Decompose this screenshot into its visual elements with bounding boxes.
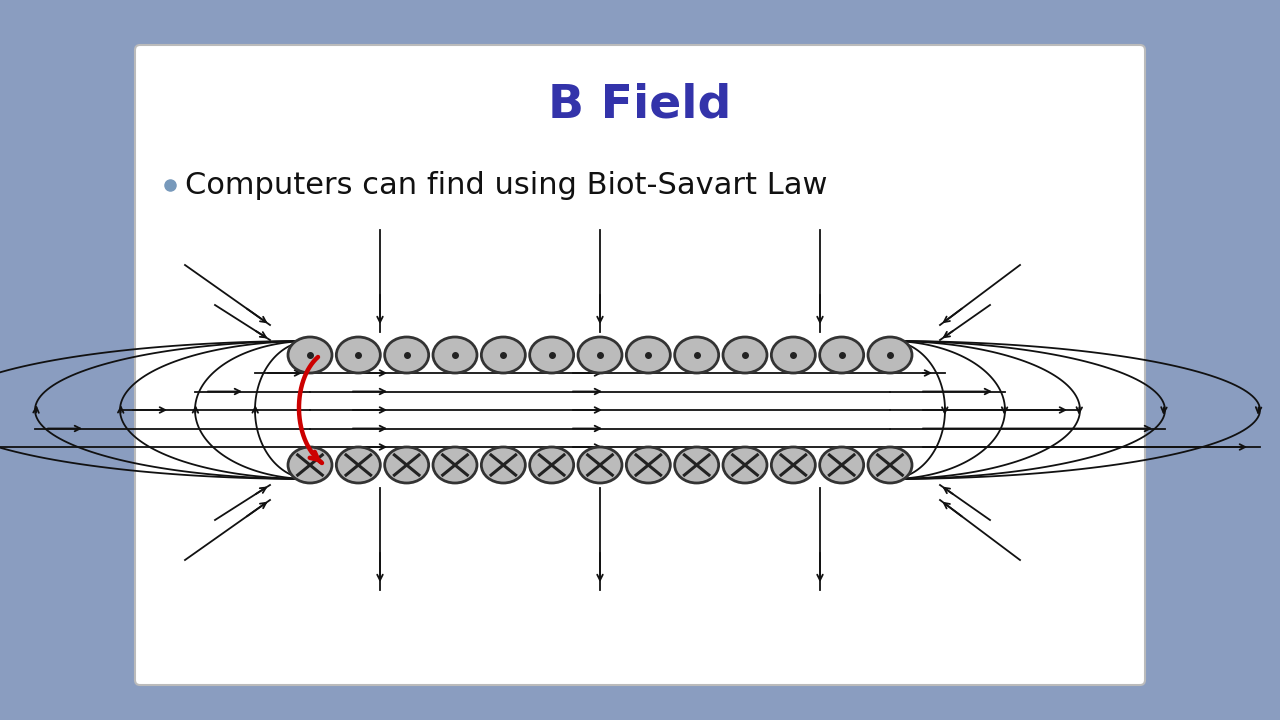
Ellipse shape [675,447,718,483]
Ellipse shape [675,337,718,373]
Ellipse shape [723,447,767,483]
Ellipse shape [626,447,671,483]
Ellipse shape [772,447,815,483]
Ellipse shape [385,447,429,483]
FancyBboxPatch shape [134,45,1146,685]
Ellipse shape [481,447,525,483]
Ellipse shape [868,447,911,483]
Ellipse shape [433,447,477,483]
Ellipse shape [385,337,429,373]
Ellipse shape [288,447,332,483]
Ellipse shape [579,337,622,373]
Ellipse shape [530,337,573,373]
Ellipse shape [819,337,864,373]
Ellipse shape [530,447,573,483]
Ellipse shape [579,447,622,483]
Ellipse shape [819,447,864,483]
Ellipse shape [481,337,525,373]
Ellipse shape [723,337,767,373]
Text: Computers can find using Biot-Savart Law: Computers can find using Biot-Savart Law [186,171,827,199]
Text: B Field: B Field [548,83,732,127]
Ellipse shape [626,337,671,373]
Ellipse shape [337,447,380,483]
Ellipse shape [288,337,332,373]
Ellipse shape [337,337,380,373]
Ellipse shape [433,337,477,373]
Ellipse shape [868,337,911,373]
Ellipse shape [772,337,815,373]
